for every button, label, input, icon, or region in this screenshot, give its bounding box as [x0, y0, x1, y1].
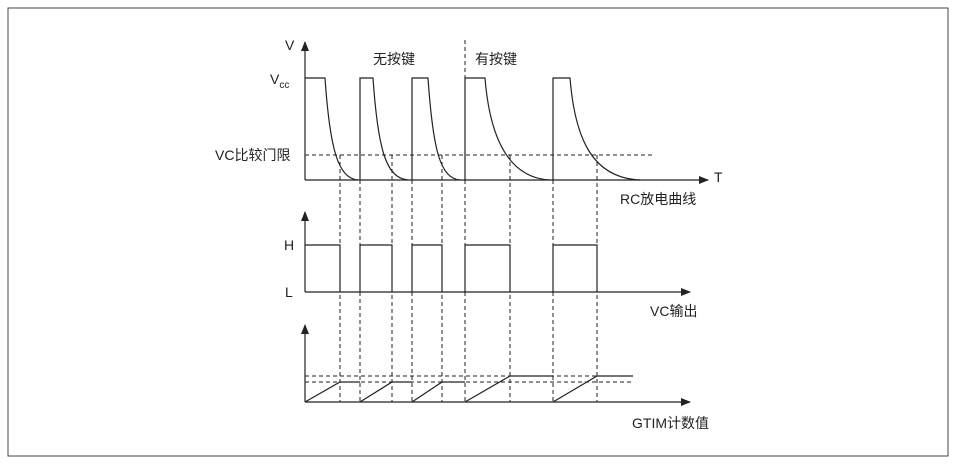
frame: [7, 7, 949, 457]
low-label: L: [285, 284, 293, 300]
rc-caption: RC放电曲线: [620, 191, 696, 207]
gtim-caption: GTIM计数值: [632, 415, 709, 431]
y-axis-label: V: [285, 37, 295, 53]
x-axis-label: T: [714, 169, 723, 185]
vcc-sub: cc: [279, 80, 289, 91]
gtim-graph: GTIM计数值: [301, 324, 709, 431]
high-label: H: [284, 237, 294, 253]
rc-graph: V Vcc 无按键 有按键 VC比较门限 T RC放电曲线: [215, 37, 723, 207]
vcc-label: Vcc: [270, 71, 289, 91]
vc-output-graph: H L VC输出: [284, 211, 697, 319]
no-key-label: 无按键: [373, 51, 415, 67]
vcc-main: V: [270, 71, 280, 87]
key-label: 有按键: [475, 51, 517, 67]
threshold-label: VC比较门限: [215, 147, 290, 163]
vertical-guides: [339, 155, 598, 402]
vc-caption: VC输出: [650, 303, 697, 319]
